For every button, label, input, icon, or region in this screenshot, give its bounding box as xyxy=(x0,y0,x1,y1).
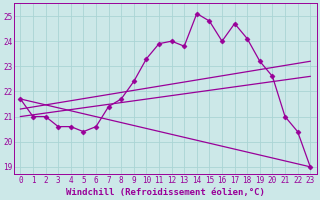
X-axis label: Windchill (Refroidissement éolien,°C): Windchill (Refroidissement éolien,°C) xyxy=(66,188,265,197)
